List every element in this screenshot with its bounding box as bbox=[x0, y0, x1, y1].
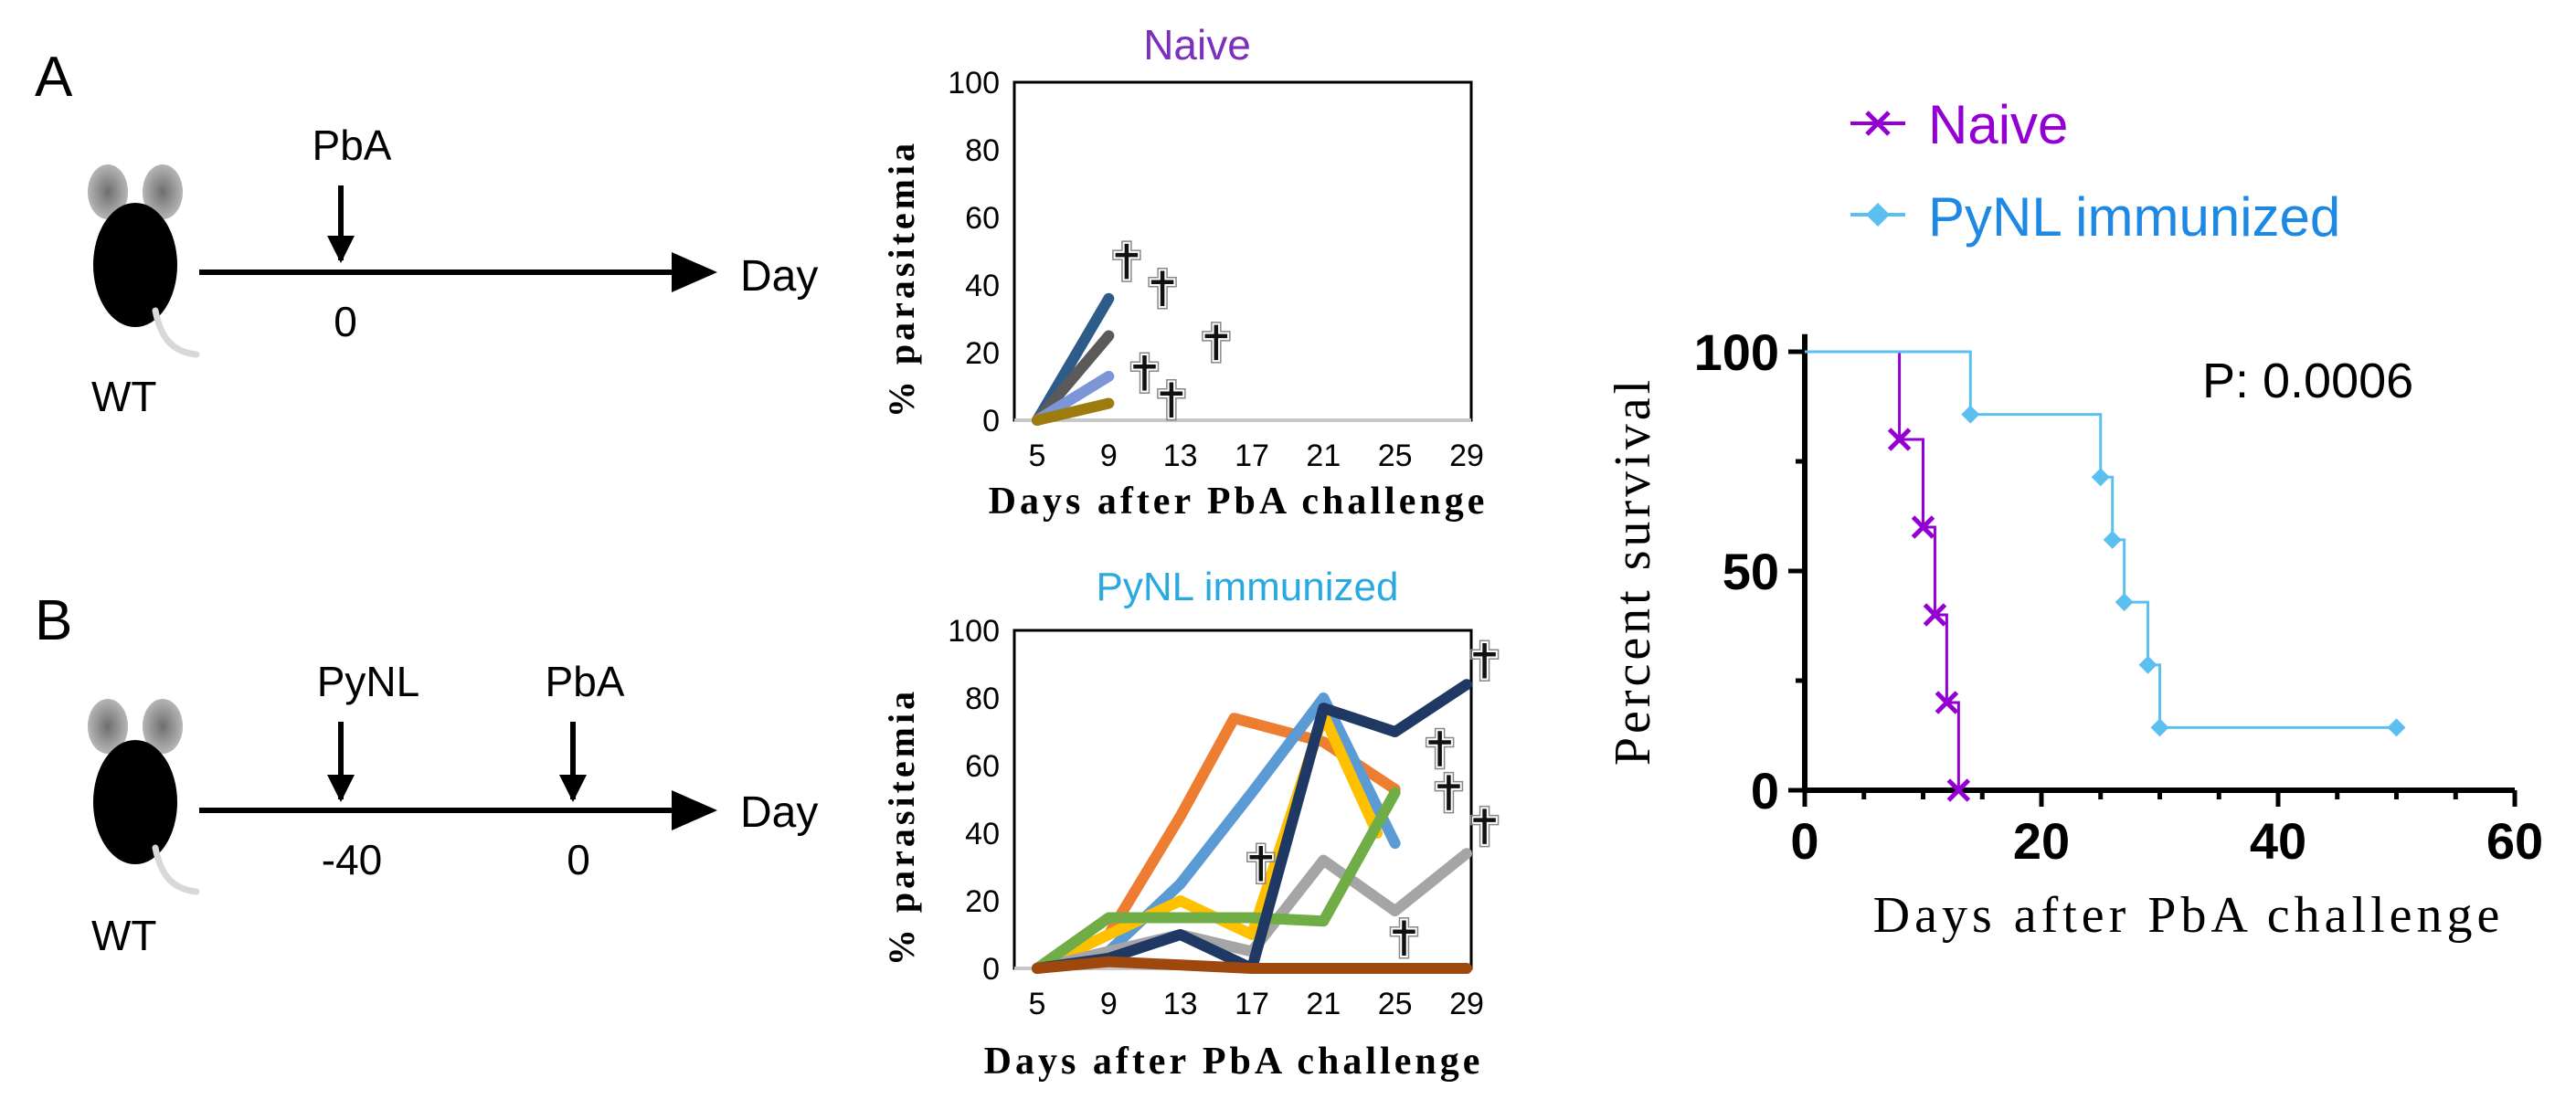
death-cross-icon bbox=[1425, 727, 1455, 770]
death-cross-icon bbox=[1129, 352, 1160, 394]
chart-immunized-ylabel: % parasitemia bbox=[881, 688, 922, 966]
survival-point-immunized bbox=[2115, 593, 2134, 612]
chart-naive-title: Naive bbox=[1143, 21, 1251, 69]
survival-point-immunized bbox=[2387, 718, 2406, 737]
y-tick-label: 100 bbox=[1694, 323, 1779, 381]
death-cross-icon bbox=[1157, 379, 1186, 421]
survival-point-immunized bbox=[1961, 405, 1980, 424]
survival-point-immunized bbox=[2103, 530, 2122, 549]
series-line-7 bbox=[1032, 956, 1472, 974]
legend-label-naive: Naive bbox=[1928, 94, 2068, 155]
timeline-a-event-label: PbA bbox=[313, 122, 392, 169]
death-cross-icon bbox=[1112, 240, 1141, 282]
timeline-b-arrowhead bbox=[672, 790, 717, 830]
mouse-label-b: WT bbox=[91, 912, 157, 959]
x-tick-label: 40 bbox=[2250, 812, 2306, 870]
x-tick-label: 5 bbox=[1029, 439, 1046, 473]
legend-item-naive: Naive bbox=[1850, 94, 2068, 155]
x-tick-label: 0 bbox=[1790, 812, 1818, 870]
y-tick-label: 40 bbox=[965, 817, 1000, 851]
x-tick-label: 17 bbox=[1235, 439, 1269, 473]
mouse-icon-a bbox=[88, 164, 200, 358]
x-tick-label: 21 bbox=[1306, 987, 1341, 1021]
survival-point-naive bbox=[1946, 778, 1971, 802]
x-tick-label: 25 bbox=[1378, 987, 1413, 1021]
x-tick-label: 13 bbox=[1163, 987, 1198, 1021]
mouse-label-a: WT bbox=[91, 373, 157, 420]
legend-immunized-marker-icon bbox=[1866, 203, 1890, 227]
legend-item-immunized: PyNL immunized bbox=[1850, 186, 2340, 248]
death-cross-icon bbox=[1148, 267, 1177, 310]
panel-b: B WT Day PyNL -40 PbA 0 bbox=[35, 589, 818, 959]
timeline-b-event1-day: -40 bbox=[322, 836, 382, 883]
survival-xlabel: Days after PbA challenge bbox=[1873, 887, 2505, 944]
death-cross-icon bbox=[1389, 916, 1419, 959]
survival-annotation: P: 0.0006 bbox=[2202, 354, 2413, 408]
panel-a: A WT Day PbA 0 bbox=[35, 46, 818, 420]
x-tick-label: 5 bbox=[1029, 987, 1046, 1021]
series-line-2 bbox=[1032, 330, 1115, 426]
timeline-b-axis-label: Day bbox=[740, 788, 818, 837]
x-tick-label: 25 bbox=[1378, 439, 1413, 473]
survival-curve-naive bbox=[1805, 350, 1960, 790]
x-tick-label: 29 bbox=[1449, 987, 1484, 1021]
y-tick-label: 80 bbox=[965, 682, 1000, 716]
mouse-icon-b bbox=[88, 699, 200, 895]
series-line-4 bbox=[1032, 397, 1115, 426]
survival-point-immunized bbox=[2138, 655, 2157, 674]
x-tick-label: 13 bbox=[1163, 439, 1198, 473]
x-tick-label: 60 bbox=[2486, 812, 2543, 870]
y-tick-label: 0 bbox=[1751, 762, 1779, 819]
death-cross-icon bbox=[1469, 805, 1500, 848]
survival-legend: Naive PyNL immunized bbox=[1850, 94, 2340, 248]
panel-a-label: A bbox=[35, 46, 73, 109]
legend-naive-marker-icon bbox=[1865, 111, 1891, 136]
y-tick-label: 60 bbox=[965, 201, 1000, 236]
legend-label-immunized: PyNL immunized bbox=[1928, 186, 2340, 248]
chart-survival: Naive PyNL immunized P: 0.0006 Percent s… bbox=[1605, 94, 2543, 944]
panel-b-label: B bbox=[35, 589, 72, 652]
chart-immunized-title: PyNL immunized bbox=[1097, 565, 1399, 609]
chart-naive-xlabel: Days after PbA challenge bbox=[989, 481, 1489, 523]
chart-immunized: PyNL immunized % parasitemia Days after … bbox=[881, 565, 1500, 1083]
death-cross-icon bbox=[1434, 771, 1464, 814]
x-tick-label: 21 bbox=[1306, 439, 1341, 473]
survival-point-immunized bbox=[2150, 718, 2169, 737]
y-tick-label: 80 bbox=[965, 133, 1000, 168]
y-tick-label: 100 bbox=[948, 614, 1000, 649]
y-tick-label: 0 bbox=[982, 952, 1000, 987]
survival-point-naive bbox=[1911, 515, 1935, 539]
survival-point-naive bbox=[1923, 603, 1947, 627]
death-cross-icon bbox=[1246, 842, 1276, 885]
y-tick-label: 20 bbox=[965, 336, 1000, 371]
x-tick-label: 20 bbox=[2013, 812, 2070, 870]
y-tick-label: 100 bbox=[948, 66, 1000, 100]
survival-point-naive bbox=[1935, 691, 1959, 714]
y-tick-label: 20 bbox=[965, 884, 1000, 919]
chart-naive-ylabel: % parasitemia bbox=[881, 140, 922, 418]
survival-point-naive bbox=[1887, 428, 1912, 451]
y-tick-label: 40 bbox=[965, 269, 1000, 303]
y-tick-label: 0 bbox=[982, 404, 1000, 439]
survival-point-immunized bbox=[2091, 468, 2110, 487]
timeline-b-event2-label: PbA bbox=[546, 658, 625, 705]
timeline-a-arrowhead bbox=[672, 252, 717, 292]
series-line-5 bbox=[1032, 787, 1401, 974]
timeline-b-event1-label: PyNL bbox=[317, 658, 419, 705]
survival-ylabel: Percent survival bbox=[1605, 376, 1661, 766]
x-tick-label: 9 bbox=[1100, 987, 1118, 1021]
x-tick-label: 17 bbox=[1235, 987, 1269, 1021]
chart-immunized-xlabel: Days after PbA challenge bbox=[984, 1041, 1484, 1083]
x-tick-label: 29 bbox=[1449, 439, 1484, 473]
death-cross-icon bbox=[1469, 640, 1500, 682]
chart-naive: Naive % parasitemia Days after PbA chall… bbox=[881, 21, 1489, 523]
timeline-a-axis-label: Day bbox=[740, 252, 818, 301]
timeline-a-event-day: 0 bbox=[334, 298, 357, 345]
death-cross-icon bbox=[1202, 322, 1231, 364]
y-tick-label: 50 bbox=[1723, 543, 1779, 600]
y-tick-label: 60 bbox=[965, 749, 1000, 784]
timeline-b-event2-day: 0 bbox=[567, 836, 590, 883]
x-tick-label: 9 bbox=[1100, 439, 1118, 473]
